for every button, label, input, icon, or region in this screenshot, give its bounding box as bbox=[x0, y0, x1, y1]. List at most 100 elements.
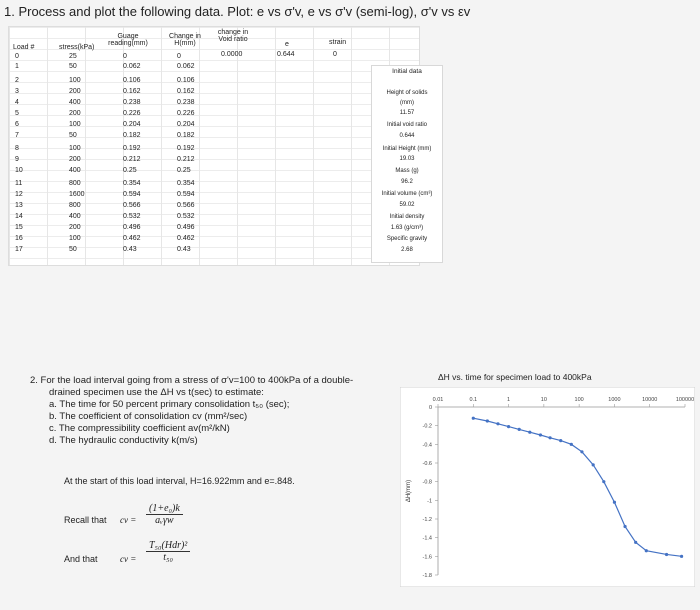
data-point bbox=[528, 430, 532, 434]
table-cell-stress: 50 bbox=[69, 132, 77, 139]
header-stress: stress(kPa) bbox=[59, 44, 95, 51]
table-cell-change: 0.43 bbox=[177, 246, 191, 253]
x-tick-label: 0.01 bbox=[433, 397, 444, 403]
y-tick-label: -0.8 bbox=[423, 480, 432, 486]
table-cell-gauge: 0.162 bbox=[123, 88, 141, 95]
table-cell-load: 9 bbox=[15, 156, 19, 163]
question-2-item-c: c. The compressibility coefficient av(m²… bbox=[49, 423, 230, 434]
table-cell-gauge: 0.594 bbox=[123, 191, 141, 198]
table-cell-gauge: 0.354 bbox=[123, 180, 141, 187]
table-cell-gauge: 0.43 bbox=[123, 246, 137, 253]
initial-data-panel: Initial data Height of solids (mm) 11.57… bbox=[371, 65, 443, 263]
data-point bbox=[471, 416, 475, 420]
equation-1-fraction: (1+e₀)k aᵥγw bbox=[146, 503, 183, 526]
table-cell-stress: 200 bbox=[69, 224, 81, 231]
initial-data-line: Height of solids bbox=[386, 90, 428, 96]
table-cell-change: 0 bbox=[177, 53, 181, 60]
table-cell-stress: 100 bbox=[69, 235, 81, 242]
question-2-item-d: d. The hydraulic conductivity k(m/s) bbox=[49, 435, 198, 446]
initial-data-title: Initial data bbox=[392, 68, 422, 75]
table-cell-stress: 25 bbox=[69, 53, 77, 60]
table-cell-load: 4 bbox=[15, 99, 19, 106]
table-cell-load: 5 bbox=[15, 110, 19, 117]
table-cell-change: 0.462 bbox=[177, 235, 195, 242]
table-cell-load: 7 bbox=[15, 132, 19, 139]
y-tick-label: 0 bbox=[429, 405, 432, 411]
table-cell-gauge: 0.212 bbox=[123, 156, 141, 163]
table-cell-load: 15 bbox=[15, 224, 23, 231]
table-cell-load: 3 bbox=[15, 88, 19, 95]
question-1-title: 1. Process and plot the following data. … bbox=[4, 4, 471, 19]
table-cell-gauge: 0.238 bbox=[123, 99, 141, 106]
table-cell-load: 10 bbox=[15, 167, 23, 174]
table-cell-change: 0.354 bbox=[177, 180, 195, 187]
data-point bbox=[559, 439, 563, 443]
data-point bbox=[644, 549, 648, 553]
data-point bbox=[664, 552, 669, 557]
table-cell-change: 0.062 bbox=[177, 63, 195, 70]
y-tick-label: -1 bbox=[427, 498, 432, 504]
table-cell-stress: 200 bbox=[69, 88, 81, 95]
initial-change-void: 0.0000 bbox=[221, 51, 243, 58]
equation-2-fraction: T₅₀(Hdr)² t₅₀ bbox=[146, 540, 191, 563]
data-point bbox=[634, 540, 638, 544]
table-cell-change: 0.226 bbox=[177, 110, 195, 117]
table-cell-load: 13 bbox=[15, 202, 23, 209]
question-2-item-a: a. The time for 50 percent primary conso… bbox=[49, 399, 290, 410]
data-point bbox=[679, 554, 684, 558]
question-2-item-b: b. The coefficient of consolidation cv (… bbox=[49, 411, 248, 422]
initial-data-line: Mass (g) bbox=[395, 168, 419, 174]
table-cell-stress: 800 bbox=[69, 202, 81, 209]
table-cell-load: 8 bbox=[15, 145, 19, 152]
data-point bbox=[580, 450, 584, 454]
data-point bbox=[591, 463, 595, 467]
x-tick-label: 1000 bbox=[608, 397, 620, 403]
table-cell-stress: 200 bbox=[69, 110, 81, 117]
initial-data-line: Initial volume (cm³) bbox=[381, 191, 433, 197]
initial-data-line: 2.68 bbox=[401, 247, 413, 253]
table-cell-gauge: 0.106 bbox=[123, 77, 141, 84]
y-tick-label: -1.8 bbox=[423, 573, 432, 579]
table-cell-gauge: 0.566 bbox=[123, 202, 141, 209]
initial-data-line: Initial void ratio bbox=[386, 122, 428, 128]
table-cell-gauge: 0.25 bbox=[123, 167, 137, 174]
initial-data-line: 19.03 bbox=[399, 156, 415, 162]
data-point bbox=[517, 427, 521, 431]
table-cell-change: 0.204 bbox=[177, 121, 195, 128]
initial-data-line: Initial Height (mm) bbox=[382, 146, 432, 152]
equation-1-numerator: (1+e₀)k bbox=[146, 503, 183, 515]
table-cell-load: 6 bbox=[15, 121, 19, 128]
equation-2-numerator: T₅₀(Hdr)² bbox=[146, 540, 191, 552]
initial-strain: 0 bbox=[333, 51, 337, 58]
chart-background bbox=[400, 387, 695, 587]
table-cell-stress: 50 bbox=[69, 63, 77, 70]
header-strain: strain bbox=[329, 39, 347, 46]
y-tick-label: -1.6 bbox=[423, 554, 432, 560]
table-cell-change: 0.532 bbox=[177, 213, 195, 220]
table-cell-load: 1 bbox=[15, 63, 19, 70]
x-tick-label: 100000 bbox=[676, 397, 694, 403]
question-2-intro-2: drained specimen use the ΔH vs t(sec) to… bbox=[49, 387, 264, 398]
table-cell-stress: 100 bbox=[69, 77, 81, 84]
data-sheet: Load # stress(kPa) Guage reading(mm) Cha… bbox=[8, 26, 443, 266]
table-cell-change: 0.106 bbox=[177, 77, 195, 84]
y-tick-label: -0.6 bbox=[423, 461, 432, 467]
x-tick-label: 1 bbox=[507, 397, 510, 403]
data-point bbox=[569, 442, 573, 446]
data-point bbox=[548, 436, 552, 440]
table-cell-change: 0.496 bbox=[177, 224, 195, 231]
recall-label: Recall that bbox=[64, 515, 107, 525]
table-cell-load: 11 bbox=[15, 180, 23, 187]
initial-data-line: 11.57 bbox=[399, 110, 415, 116]
table-cell-stress: 400 bbox=[69, 99, 81, 106]
initial-data-line: 59.02 bbox=[399, 202, 415, 208]
data-point bbox=[496, 422, 500, 426]
table-cell-change: 0.162 bbox=[177, 88, 195, 95]
equation-2-lhs: cv = bbox=[120, 554, 137, 564]
table-cell-change: 0.25 bbox=[177, 167, 191, 174]
initial-data-line: Initial density bbox=[389, 214, 425, 220]
initial-data-line: 96.2 bbox=[401, 179, 413, 185]
initial-data-line: Specific gravity bbox=[386, 236, 428, 242]
initial-data-line: 0.644 bbox=[399, 133, 415, 139]
table-cell-load: 12 bbox=[15, 191, 23, 198]
